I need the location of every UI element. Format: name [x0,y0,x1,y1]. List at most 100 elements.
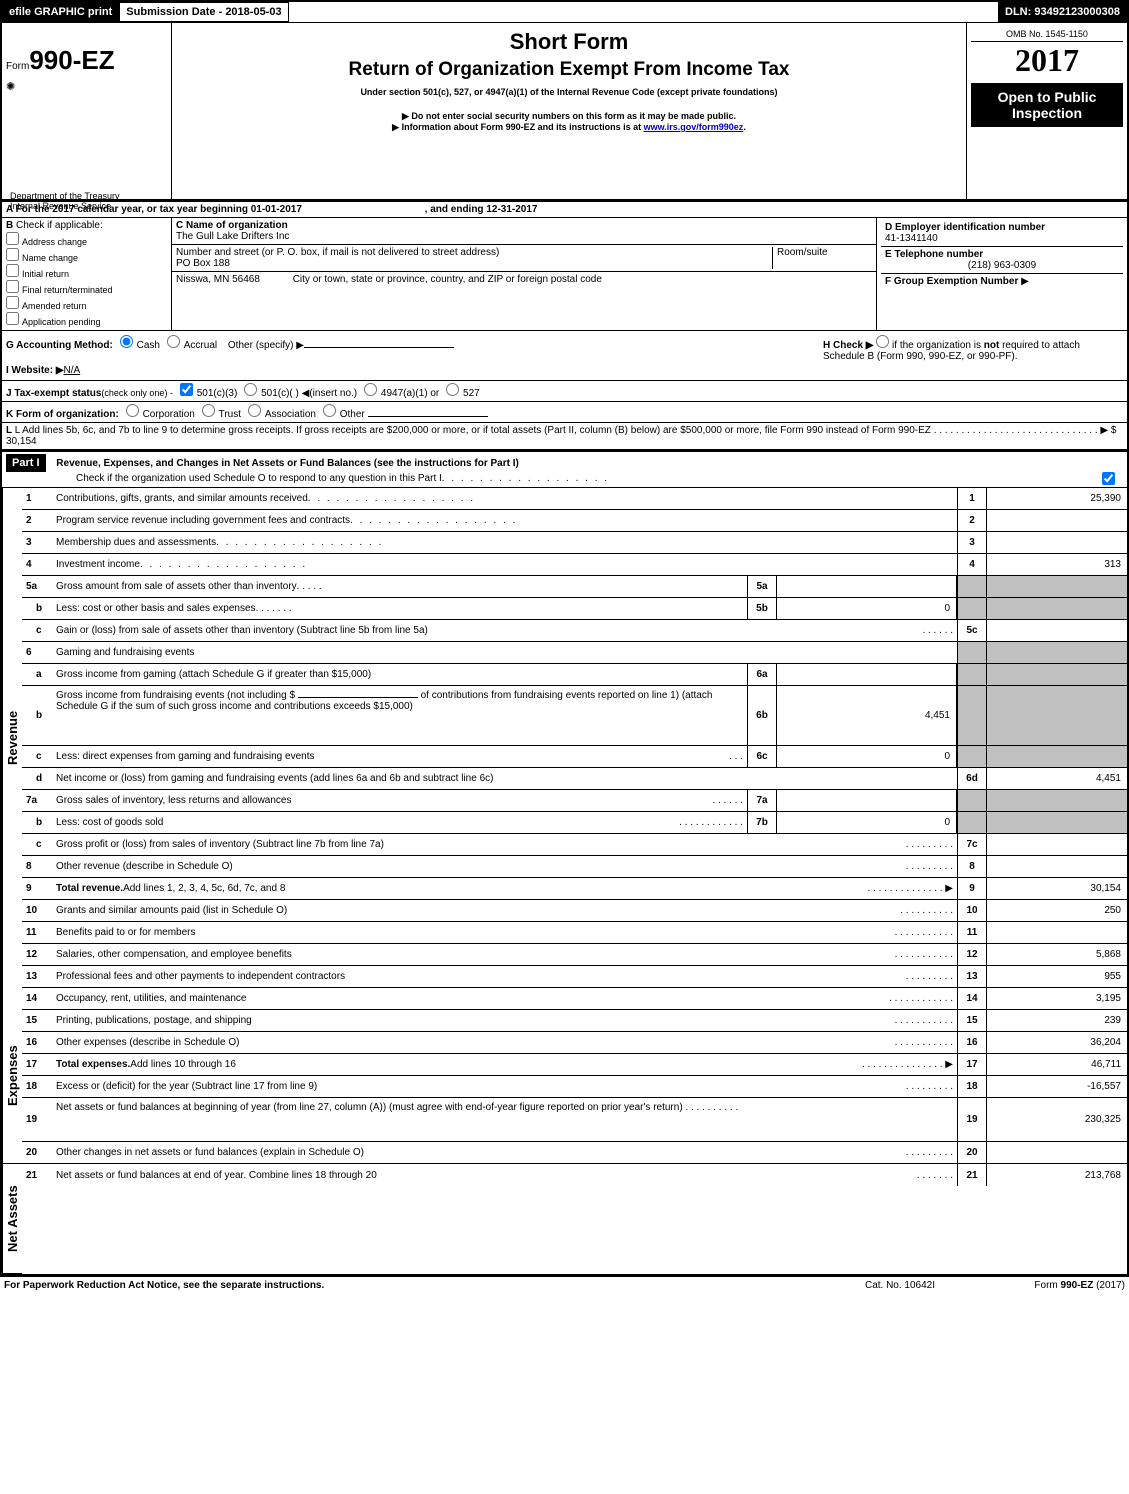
city-value: Nisswa, MN 56468 [176,274,260,285]
line-3: 3 Membership dues and assessments 3 [22,532,1127,554]
part-i-check-text: Check if the organization used Schedule … [76,473,442,484]
line-6b: b Gross income from fundraising events (… [22,686,1127,746]
group-exemption-label: F Group Exemption Number [885,276,1018,287]
line-6c: c Less: direct expenses from gaming and … [22,746,1127,768]
radio-h-check[interactable] [876,335,889,348]
section-g-h: G Accounting Method: Cash Accrual Other … [2,331,1127,381]
room-suite-label: Room/suite [772,247,872,269]
line-5c: c Gain or (loss) from sale of assets oth… [22,620,1127,642]
org-name-label: C Name of organization [176,220,872,231]
line-12: 12 Salaries, other compensation, and emp… [22,944,1127,966]
street-label: Number and street (or P. O. box, if mail… [176,247,772,258]
warning-info: ▶ Information about Form 990-EZ and its … [178,122,960,133]
check-initial-return[interactable]: Initial return [6,264,167,279]
line-14: 14 Occupancy, rent, utilities, and maint… [22,988,1127,1010]
line-11: 11 Benefits paid to or for members. . . … [22,922,1127,944]
radio-corporation[interactable] [126,404,139,417]
netassets-side-label: Net Assets [2,1164,22,1274]
section-b: B Check if applicable: Address change Na… [2,218,172,330]
radio-trust[interactable] [202,404,215,417]
line-5a: 5a Gross amount from sale of assets othe… [22,576,1127,598]
dln-label: DLN: 93492123000308 [998,2,1127,22]
info-grid: B Check if applicable: Address change Na… [2,218,1127,331]
line-7c: c Gross profit or (loss) from sales of i… [22,834,1127,856]
section-def: D Employer identification number 41-1341… [877,218,1127,330]
line-4: 4 Investment income 4 313 [22,554,1127,576]
line-18: 18 Excess or (deficit) for the year (Sub… [22,1076,1127,1098]
check-name-change[interactable]: Name change [6,248,167,263]
expenses-side-label: Expenses [2,988,22,1164]
line-5b: b Less: cost or other basis and sales ex… [22,598,1127,620]
check-amended-return[interactable]: Amended return [6,296,167,311]
section-j: J Tax-exempt status(check only one) - 50… [2,381,1127,402]
check-final-return[interactable]: Final return/terminated [6,280,167,295]
footer-cat-no: Cat. No. 10642I [825,1280,975,1291]
radio-501c[interactable] [244,383,257,396]
line-2: 2 Program service revenue including gove… [22,510,1127,532]
website-value: N/A [64,365,81,376]
footer-form-ref: Form 990-EZ (2017) [975,1280,1125,1291]
title-main: Return of Organization Exempt From Incom… [178,59,960,81]
part-i-label: Part I [6,454,46,472]
section-a-row: A For the 2017 calendar year, or tax yea… [2,202,1127,218]
form-number: 990-EZ [29,45,114,75]
footer-paperwork: For Paperwork Reduction Act Notice, see … [4,1280,825,1291]
part-i-header: Part I Revenue, Expenses, and Changes in… [2,452,1127,488]
line-20: 20 Other changes in net assets or fund b… [22,1142,1127,1164]
check-address-change[interactable]: Address change [6,232,167,247]
section-l: L L Add lines 5b, 6c, and 7b to line 9 t… [2,423,1127,452]
radio-accrual[interactable] [167,335,180,348]
subtitle: Under section 501(c), 527, or 4947(a)(1)… [178,87,960,97]
phone-label: E Telephone number [885,249,1119,260]
tax-year: 2017 [971,42,1123,79]
ein-value: 41-1341140 [885,233,1119,244]
line-8: 8 Other revenue (describe in Schedule O)… [22,856,1127,878]
part-i-title: Revenue, Expenses, and Changes in Net As… [56,458,519,469]
warning-ssn: Do not enter social security numbers on … [178,111,960,122]
revenue-side-label: Revenue [2,488,22,988]
form990ez-link[interactable]: www.irs.gov/form990ez [644,122,744,132]
title-short: Short Form [178,29,960,55]
main-table: Revenue Expenses Net Assets 1 Contributi… [2,488,1127,1274]
radio-cash[interactable] [120,335,133,348]
dept-irs: Internal Revenue Service [10,201,120,211]
footer: For Paperwork Reduction Act Notice, see … [0,1276,1129,1294]
line-19: 19 Net assets or fund balances at beginn… [22,1098,1127,1142]
check-schedule-o[interactable] [1102,472,1115,485]
omb-number: OMB No. 1545-1150 [971,27,1123,42]
line-9: 9 Total revenue. Add lines 1, 2, 3, 4, 5… [22,878,1127,900]
radio-association[interactable] [248,404,261,417]
submission-date: Submission Date - 2018-05-03 [119,2,288,22]
radio-other-org[interactable] [323,404,336,417]
line-6: 6 Gaming and fundraising events [22,642,1127,664]
org-name: The Gull Lake Drifters Inc [176,231,872,242]
check-application-pending[interactable]: Application pending [6,312,167,327]
ein-label: D Employer identification number [885,222,1119,233]
city-label: City or town, state or province, country… [293,274,602,285]
line-10: 10 Grants and similar amounts paid (list… [22,900,1127,922]
line-16: 16 Other expenses (describe in Schedule … [22,1032,1127,1054]
radio-527[interactable] [446,383,459,396]
street-value: PO Box 188 [176,258,772,269]
dept-treasury: Department of the Treasury [10,191,120,201]
seal-icon: ✺ [6,80,167,93]
line-1: 1 Contributions, gifts, grants, and simi… [22,488,1127,510]
radio-4947[interactable] [364,383,377,396]
check-501c3[interactable] [180,383,193,396]
line-21: 21 Net assets or fund balances at end of… [22,1164,1127,1186]
line-17: 17 Total expenses. Add lines 10 through … [22,1054,1127,1076]
phone-value: (218) 963-0309 [885,260,1119,271]
line-7a: 7a Gross sales of inventory, less return… [22,790,1127,812]
efile-button[interactable]: efile GRAPHIC print [2,2,119,22]
line-13: 13 Professional fees and other payments … [22,966,1127,988]
line-15: 15 Printing, publications, postage, and … [22,1010,1127,1032]
section-k: K Form of organization: Corporation Trus… [2,402,1127,423]
top-bar: efile GRAPHIC print Submission Date - 20… [2,2,1127,23]
form-container: efile GRAPHIC print Submission Date - 20… [0,0,1129,1276]
line-7b: b Less: cost of goods sold. . . . . . . … [22,812,1127,834]
group-exemption-arrow: ▶ [1021,276,1029,287]
open-to-public: Open to Public Inspection [971,83,1123,127]
section-c: C Name of organization The Gull Lake Dri… [172,218,877,330]
line-6a: a Gross income from gaming (attach Sched… [22,664,1127,686]
line-6d: d Net income or (loss) from gaming and f… [22,768,1127,790]
